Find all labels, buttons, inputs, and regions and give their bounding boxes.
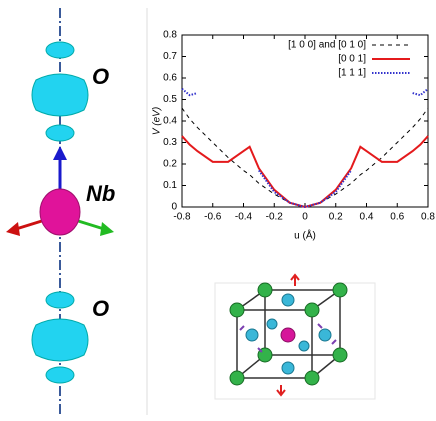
x-tick-label: -0.2 [266, 212, 284, 223]
atom [246, 329, 258, 341]
orbital-panel: O Nb O [6, 8, 115, 415]
atom [230, 371, 244, 385]
series-line [182, 136, 428, 207]
arrowhead [53, 146, 67, 160]
atom [333, 348, 347, 362]
atom-label: O [92, 64, 109, 89]
center-atom [281, 328, 295, 342]
atom-label: O [92, 296, 109, 321]
figure: O Nb O u (Å) V (eV) 0 0.1 0.2 0.3 0.4 0.5 0.6 0… [0, 0, 436, 421]
atom [230, 303, 244, 317]
y-tick-label: 0.8 [163, 30, 177, 41]
x-tick-label: 0.8 [421, 212, 435, 223]
orbital-lobe [46, 292, 74, 308]
x-tick-label: 0.4 [360, 212, 374, 223]
x-tick-label: 0.6 [390, 212, 404, 223]
x-axis-label: u (Å) [294, 229, 316, 242]
x-tick-label: 0.2 [329, 212, 343, 223]
legend-label: [1 0 0] and [0 1 0] [288, 40, 366, 51]
y-tick-label: 0.2 [163, 159, 177, 170]
series-line [182, 108, 428, 207]
y-tick-label: 0.7 [163, 51, 177, 62]
nb-orbital [40, 189, 80, 235]
atom [282, 362, 294, 374]
y-tick-label: 0.3 [163, 137, 177, 148]
orbital-lobe [32, 319, 88, 361]
x-tick-label: -0.6 [204, 212, 222, 223]
atom [267, 319, 277, 329]
crystal-diagram [215, 275, 375, 399]
y-axis-label: V (eV) [152, 107, 163, 135]
chart: u (Å) V (eV) 0 0.1 0.2 0.3 0.4 0.5 0.6 0.7 0.8 -0… [152, 30, 436, 242]
atom [333, 283, 347, 297]
atom [258, 283, 272, 297]
atom [282, 294, 294, 306]
plot-frame [182, 35, 428, 207]
page: O Nb O u (Å) V (eV) 0 0.1 0.2 0.3 0.4 0.5 0.6 0… [0, 0, 436, 421]
x-tick-label: -0.4 [235, 212, 253, 223]
orbital-lobe [32, 74, 88, 116]
arrowhead [6, 222, 20, 236]
orbital-lobe [46, 42, 74, 58]
orbital-lobe [46, 125, 74, 141]
x-tick-label: -0.8 [173, 212, 191, 223]
y-tick-label: 0.6 [163, 73, 177, 84]
legend-label: [0 0 1] [338, 54, 366, 65]
atom [305, 371, 319, 385]
atom [319, 329, 331, 341]
y-tick-label: 0.1 [163, 180, 177, 191]
arrow [75, 220, 104, 229]
y-tick-label: 0.5 [163, 94, 177, 105]
y-tick-label: 0.4 [163, 116, 177, 127]
atom [299, 341, 309, 351]
atom-label: Nb [86, 181, 115, 206]
atom [305, 303, 319, 317]
orbital-lobe [46, 367, 74, 383]
arrow [16, 220, 45, 229]
x-tick-label: 0 [302, 212, 308, 223]
legend-label: [1 1 1] [338, 68, 366, 79]
arrowhead [100, 222, 114, 236]
